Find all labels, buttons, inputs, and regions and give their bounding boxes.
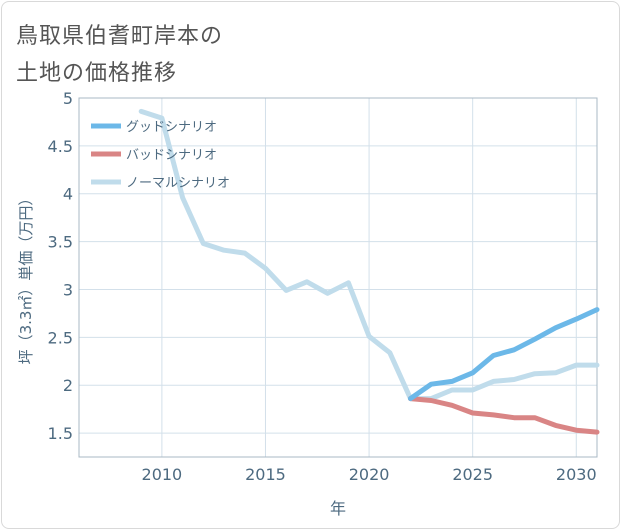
y-tick-label: 2.5 xyxy=(48,328,73,347)
x-tick-label: 2010 xyxy=(142,465,183,484)
legend-label: ノーマルシナリオ xyxy=(126,176,230,191)
y-axis-label: 坪（3.3㎡）単価（万円） xyxy=(17,191,35,365)
y-tick-label: 4 xyxy=(63,185,73,204)
x-tick-label: 2020 xyxy=(349,465,390,484)
y-tick-label: 3 xyxy=(63,280,73,299)
plot-area-border xyxy=(78,97,598,458)
x-tick-label: 2015 xyxy=(245,465,286,484)
series-line xyxy=(138,108,600,402)
x-tick-label: 2030 xyxy=(556,465,597,484)
legend-label: バッドシナリオ xyxy=(126,148,217,163)
y-tick-label: 3.5 xyxy=(48,233,73,252)
y-tick-label: 1.5 xyxy=(48,424,73,443)
chart-title-line2: 土地の価格推移 xyxy=(16,61,178,86)
y-tick-label: 2 xyxy=(63,376,73,395)
y-tick-label: 4.5 xyxy=(48,137,73,156)
y-tick-label: 5 xyxy=(63,89,73,108)
series-line xyxy=(408,307,600,402)
x-tick-label: 2025 xyxy=(452,465,493,484)
x-axis-label: 年 xyxy=(330,499,346,518)
legend-label: グッドシナリオ xyxy=(126,120,217,135)
series-line xyxy=(408,396,600,435)
chart-title-line1: 鳥取県伯耆町岸本の xyxy=(16,24,224,49)
